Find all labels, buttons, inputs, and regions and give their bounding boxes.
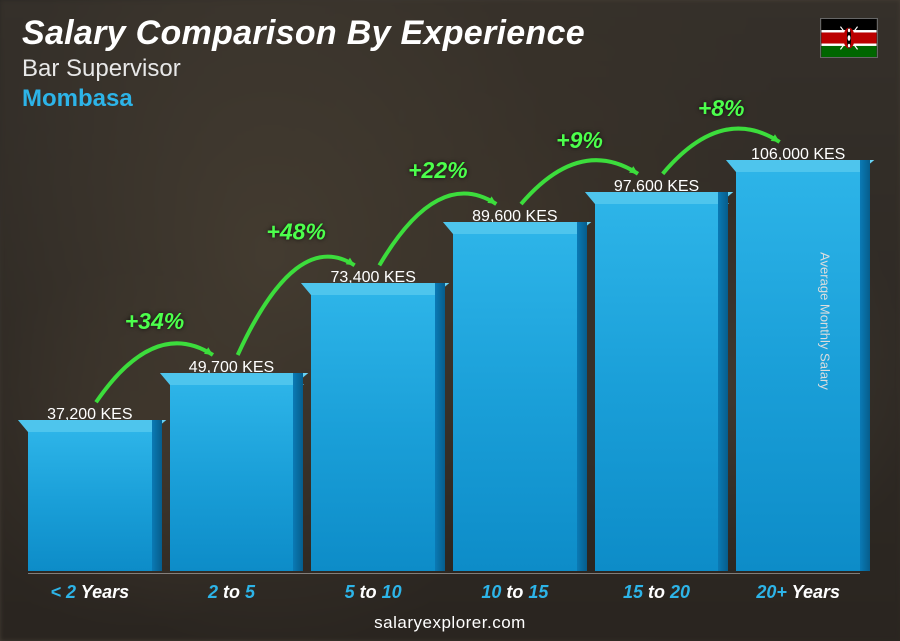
y-axis-label: Average Monthly Salary <box>818 252 833 390</box>
bar-group: 97,600 KES <box>595 178 719 571</box>
source-footer: salaryexplorer.com <box>0 613 900 633</box>
x-category: 15 to 20 <box>595 582 719 603</box>
bar <box>595 202 719 571</box>
bar-group: 73,400 KES <box>311 269 435 571</box>
bar-group: 106,000 KES <box>736 146 860 571</box>
bar <box>453 232 577 571</box>
chart-subtitle: Bar Supervisor <box>22 55 878 83</box>
x-category: 20+ Years <box>736 582 860 603</box>
bar <box>28 430 152 571</box>
x-category: 10 to 15 <box>453 582 577 603</box>
bar-group: 89,600 KES <box>453 208 577 571</box>
x-category: < 2 Years <box>28 582 152 603</box>
bar-group: 49,700 KES <box>170 359 294 571</box>
x-category: 5 to 10 <box>311 582 435 603</box>
bar-group: 37,200 KES <box>28 406 152 571</box>
bar <box>736 170 860 571</box>
bar-chart: 37,200 KES49,700 KES73,400 KES89,600 KES… <box>28 130 860 571</box>
chart-title: Salary Comparison By Experience <box>22 14 878 53</box>
kenya-flag-icon <box>820 18 878 58</box>
header: Salary Comparison By Experience Bar Supe… <box>22 14 878 113</box>
x-axis: < 2 Years 2 to 5 5 to 10 10 to 15 15 to 20 20… <box>28 573 860 603</box>
bar <box>170 383 294 571</box>
chart-location: Mombasa <box>22 85 878 113</box>
bar <box>311 293 435 571</box>
x-category: 2 to 5 <box>170 582 294 603</box>
